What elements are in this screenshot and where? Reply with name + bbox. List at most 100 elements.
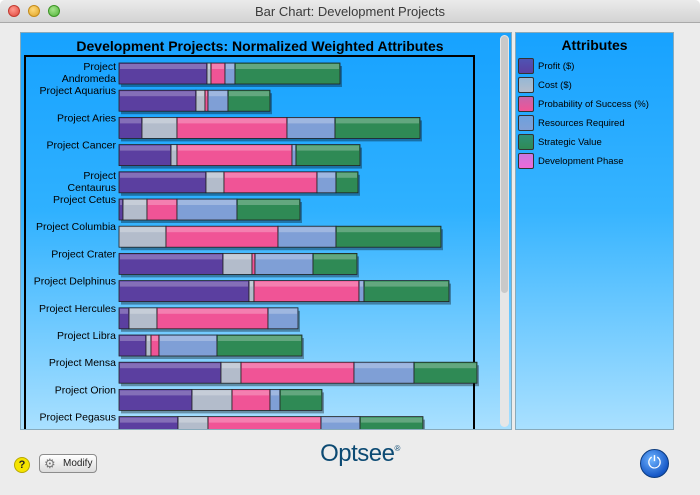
category-label: Project Cancer [47, 140, 117, 152]
bar-highlight [297, 145, 359, 151]
bar-highlight [218, 336, 301, 341]
category-label: Project Aquarius [40, 85, 116, 97]
bar-highlight [120, 363, 220, 369]
bar-segment[interactable] [334, 117, 421, 139]
bar-segment[interactable] [234, 62, 341, 85]
bar-highlight [120, 281, 248, 287]
zoom-window-button[interactable] [48, 5, 60, 17]
close-window-button[interactable] [8, 5, 20, 17]
bar-highlight [130, 308, 156, 314]
bar-highlight [152, 336, 158, 341]
chart-panel: Development Projects: Normalized Weighte… [20, 32, 512, 430]
bar-highlight [167, 227, 277, 233]
bar-highlight [179, 417, 207, 423]
bar-highlight [288, 118, 334, 124]
bar-highlight [293, 145, 295, 151]
bar-highlight [226, 64, 234, 69]
minimize-window-button[interactable] [28, 5, 40, 17]
bar-highlight [222, 363, 240, 369]
bar-highlight [208, 64, 210, 69]
bar-highlight [120, 417, 177, 423]
category-label: Project Centaurus [68, 170, 117, 194]
bar-highlight [224, 254, 251, 260]
bar-highlight [178, 145, 291, 151]
bar-segment[interactable] [279, 388, 323, 411]
bar-highlight [209, 417, 320, 423]
bar-segment[interactable] [236, 198, 301, 221]
category-label: Project Pegasus [40, 412, 116, 424]
bar-highlight [279, 227, 335, 233]
legend-label: Probability of Success (%) [538, 99, 649, 110]
bar-highlight [336, 118, 419, 124]
bar-highlight [337, 172, 357, 178]
bar-segment[interactable] [359, 416, 424, 429]
legend-label: Development Phase [538, 156, 624, 167]
modify-button[interactable]: ⚙ Modify [39, 454, 97, 473]
help-button[interactable]: ? [14, 457, 30, 473]
bar-segment[interactable] [335, 225, 442, 248]
bar-highlight [242, 363, 353, 369]
bar-highlight [238, 200, 299, 205]
bar-highlight [269, 308, 297, 314]
bar-segment[interactable] [413, 361, 478, 384]
legend-swatch [518, 115, 534, 131]
category-label: Project Crater [51, 248, 116, 260]
bar-highlight [229, 91, 269, 97]
category-label: Project Andromeda [62, 61, 116, 85]
legend-swatch [518, 96, 534, 112]
bar-highlight [355, 363, 413, 369]
category-label: Project Columbia [36, 221, 116, 233]
legend-label: Profit ($) [538, 61, 575, 72]
legend-swatch [518, 58, 534, 74]
bar-highlight [120, 336, 145, 341]
bar-segment[interactable] [335, 171, 359, 194]
bar-highlight [120, 91, 195, 97]
bar-segment[interactable] [295, 144, 361, 166]
bar-highlight [225, 172, 316, 178]
legend-swatch [518, 134, 534, 150]
bar-segment[interactable] [267, 307, 299, 330]
bar-highlight [250, 281, 253, 287]
bar-highlight [120, 308, 128, 314]
category-label: Project Hercules [39, 303, 116, 315]
bar-highlight [120, 64, 206, 69]
bar-highlight [147, 336, 150, 341]
bar-highlight [314, 254, 356, 260]
bar-highlight [212, 64, 224, 69]
bar-highlight [236, 64, 339, 69]
bar-highlight [143, 118, 176, 124]
power-icon: ⏻ [647, 453, 662, 472]
legend-swatch [518, 77, 534, 93]
title-bar: Bar Chart: Development Projects [0, 0, 700, 23]
legend-panel: Attributes Profit ($) Cost ($) Probabili… [515, 32, 674, 430]
bar-highlight [158, 308, 267, 314]
help-icon: ? [18, 459, 26, 471]
bar-highlight [318, 172, 335, 178]
category-label: Project Delphinus [34, 276, 116, 288]
bar-segment[interactable] [312, 252, 358, 275]
bar-highlight [255, 281, 358, 287]
bar-highlight [120, 172, 205, 178]
bar-highlight [148, 200, 176, 205]
window-title: Bar Chart: Development Projects [254, 4, 446, 19]
bottom-toolbar [0, 432, 700, 495]
category-label: Project Mensa [49, 357, 116, 369]
bar-highlight [271, 390, 279, 396]
bar-segment[interactable] [227, 89, 271, 112]
bar-highlight [120, 254, 222, 260]
bar-segment[interactable] [363, 280, 450, 303]
brand-logo: Optsee® [300, 440, 420, 468]
bar-highlight [172, 145, 176, 151]
bar-highlight [120, 200, 122, 205]
chart-scrollbar-thumb[interactable] [501, 36, 508, 293]
power-button[interactable]: ⏻ [640, 449, 669, 478]
modify-button-label: Modify [63, 458, 93, 469]
bar-segment[interactable] [216, 334, 303, 357]
legend-label: Resources Required [538, 118, 625, 129]
legend-label: Cost ($) [538, 80, 572, 91]
chart-frame [24, 55, 475, 429]
bar-highlight [178, 118, 286, 124]
category-label: Project Aries [57, 112, 116, 124]
legend-label: Strategic Value [538, 137, 602, 148]
